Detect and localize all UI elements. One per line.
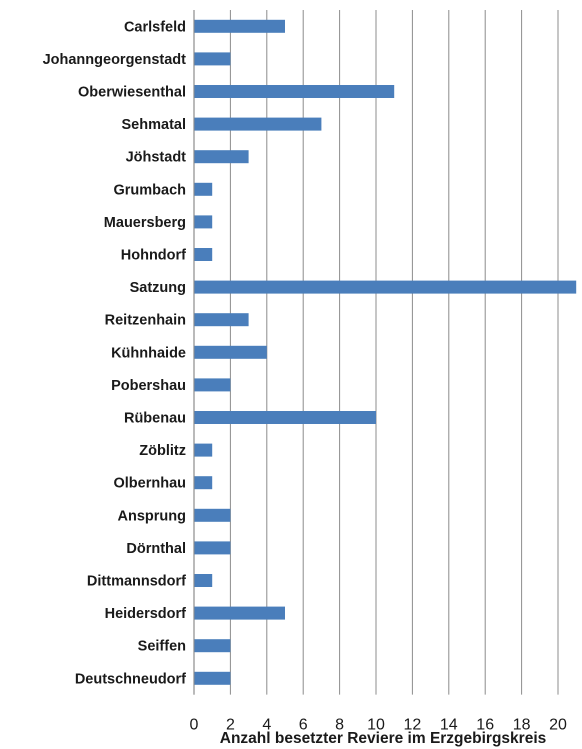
category-label: Olbernhau bbox=[113, 476, 186, 492]
x-tick-labels: 0 2 4 6 8 10 12 14 16 18 20 bbox=[190, 717, 567, 734]
bar-jöhstadt bbox=[194, 150, 249, 164]
category-label: Oberwiesenthal bbox=[78, 85, 186, 101]
bar-heidersdorf bbox=[194, 606, 285, 620]
category-label: Pobershau bbox=[111, 378, 186, 394]
x-tick-label: 6 bbox=[299, 717, 308, 734]
bar-seiffen bbox=[194, 639, 231, 653]
bar-sehmatal bbox=[194, 117, 322, 131]
category-label: Hohndorf bbox=[121, 248, 186, 264]
bar-rübenau bbox=[194, 411, 376, 424]
x-tick-label: 2 bbox=[226, 717, 235, 734]
bar-oberwiesenthal bbox=[194, 85, 395, 98]
x-tick-label: 0 bbox=[190, 717, 199, 734]
category-label: Carlsfeld bbox=[124, 19, 186, 35]
category-label: Zöblitz bbox=[139, 443, 186, 459]
category-label: Dittmannsdorf bbox=[87, 574, 186, 590]
category-label: Sehmatal bbox=[122, 117, 186, 133]
bar-deutschneudorf bbox=[194, 671, 231, 685]
bar-dörnthal bbox=[194, 541, 231, 555]
x-axis-title: Anzahl besetzter Reviere im Erzgebirgskr… bbox=[220, 730, 547, 747]
category-label: Deutschneudorf bbox=[75, 671, 186, 687]
category-label: Mauersberg bbox=[104, 215, 186, 231]
bar-ansprung bbox=[194, 508, 231, 522]
bar-johanngeorgenstadt bbox=[194, 52, 231, 66]
bar-hohndorf bbox=[194, 248, 213, 261]
bar-carlsfeld bbox=[194, 19, 285, 33]
category-label: Dörnthal bbox=[126, 541, 186, 557]
category-labels: Carlsfeld Johanngeorgenstadt Oberwiesentha… bbox=[43, 19, 187, 687]
category-label: Jöhstadt bbox=[126, 150, 187, 166]
x-tick-label: 4 bbox=[262, 717, 271, 734]
x-tick-label: 10 bbox=[367, 717, 385, 734]
x-tick-label: 14 bbox=[440, 717, 458, 734]
bar-zöblitz bbox=[194, 443, 213, 457]
category-label: Johanngeorgenstadt bbox=[43, 52, 187, 68]
category-label: Ansprung bbox=[118, 508, 186, 524]
x-tick-label: 18 bbox=[513, 717, 531, 734]
bar-grumbach bbox=[194, 182, 213, 196]
bars bbox=[194, 19, 577, 685]
bar-olbernhau bbox=[194, 476, 213, 490]
bar-pobershau bbox=[194, 378, 231, 392]
category-label: Kühnhaide bbox=[111, 345, 186, 361]
bar-dittmannsdorf bbox=[194, 574, 213, 587]
category-label: Grumbach bbox=[113, 182, 186, 198]
category-label: Reitzenhain bbox=[105, 313, 186, 329]
x-tick-label: 16 bbox=[476, 717, 494, 734]
bar-reitzenhain bbox=[194, 313, 249, 327]
category-label: Heidersdorf bbox=[105, 606, 187, 622]
x-tick-label: 12 bbox=[404, 717, 422, 734]
bar-mauersberg bbox=[194, 215, 213, 229]
x-tick-label: 20 bbox=[549, 717, 567, 734]
bar-satzung bbox=[194, 280, 577, 294]
x-tick-label: 8 bbox=[335, 717, 344, 734]
category-label: Seiffen bbox=[138, 639, 186, 655]
bar-kühnhaide bbox=[194, 345, 267, 359]
category-label: Rübenau bbox=[124, 411, 186, 427]
category-label: Satzung bbox=[130, 280, 186, 296]
